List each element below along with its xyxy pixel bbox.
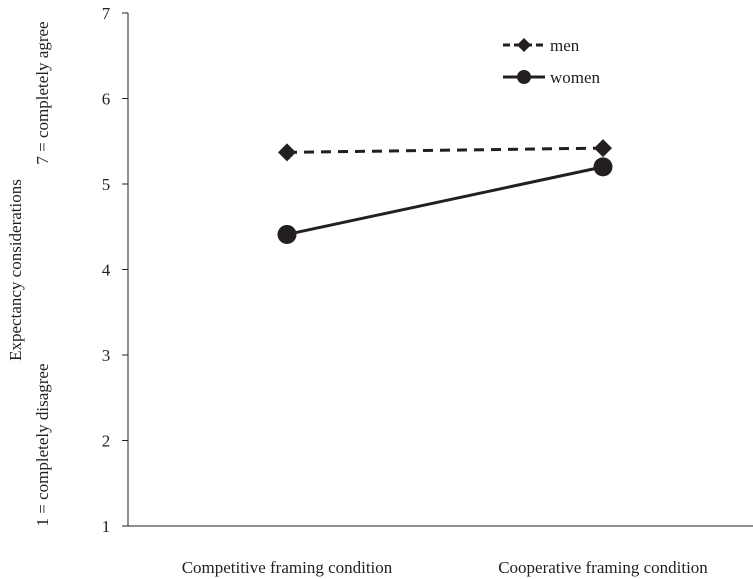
y-tick-label: 7 bbox=[102, 4, 111, 23]
circle-marker bbox=[593, 157, 613, 177]
y-tick-label: 2 bbox=[102, 432, 111, 451]
y-tick-label: 6 bbox=[102, 90, 111, 109]
diamond-marker bbox=[517, 38, 531, 52]
y-ticks: 1 2 3 4 5 6 7 bbox=[102, 4, 128, 536]
diamond-marker bbox=[278, 143, 296, 162]
legend-label: women bbox=[550, 68, 601, 87]
legend-item-women: women bbox=[503, 68, 601, 87]
y-tick-label: 3 bbox=[102, 346, 111, 365]
y-axis-title: Expectancy considerations 1 = completely… bbox=[6, 21, 52, 526]
axes bbox=[127, 13, 753, 527]
legend: men women bbox=[503, 36, 601, 87]
y-tick-label: 4 bbox=[102, 261, 111, 280]
series-line-women bbox=[286, 165, 604, 236]
series-line-men bbox=[286, 146, 604, 154]
legend-label: men bbox=[550, 36, 580, 55]
y-axis-title-line-1: Expectancy considerations bbox=[6, 179, 25, 361]
y-tick-label: 1 bbox=[102, 517, 111, 536]
circle-marker bbox=[517, 70, 531, 84]
series-layer bbox=[277, 139, 613, 244]
y-tick-label: 5 bbox=[102, 175, 111, 194]
series-men bbox=[278, 139, 612, 162]
x-category-label: Competitive framing condition bbox=[182, 558, 393, 577]
x-category-labels: Competitive framing condition Cooperative… bbox=[182, 558, 709, 577]
diamond-marker bbox=[594, 139, 612, 158]
circle-marker bbox=[277, 224, 297, 244]
legend-item-men: men bbox=[503, 36, 580, 55]
x-category-label: Cooperative framing condition bbox=[498, 558, 708, 577]
y-axis-title-line-3: 7 = completely agree bbox=[33, 21, 52, 164]
y-axis-title-line-2: 1 = completely disagree bbox=[33, 363, 52, 526]
series-women bbox=[277, 157, 613, 244]
